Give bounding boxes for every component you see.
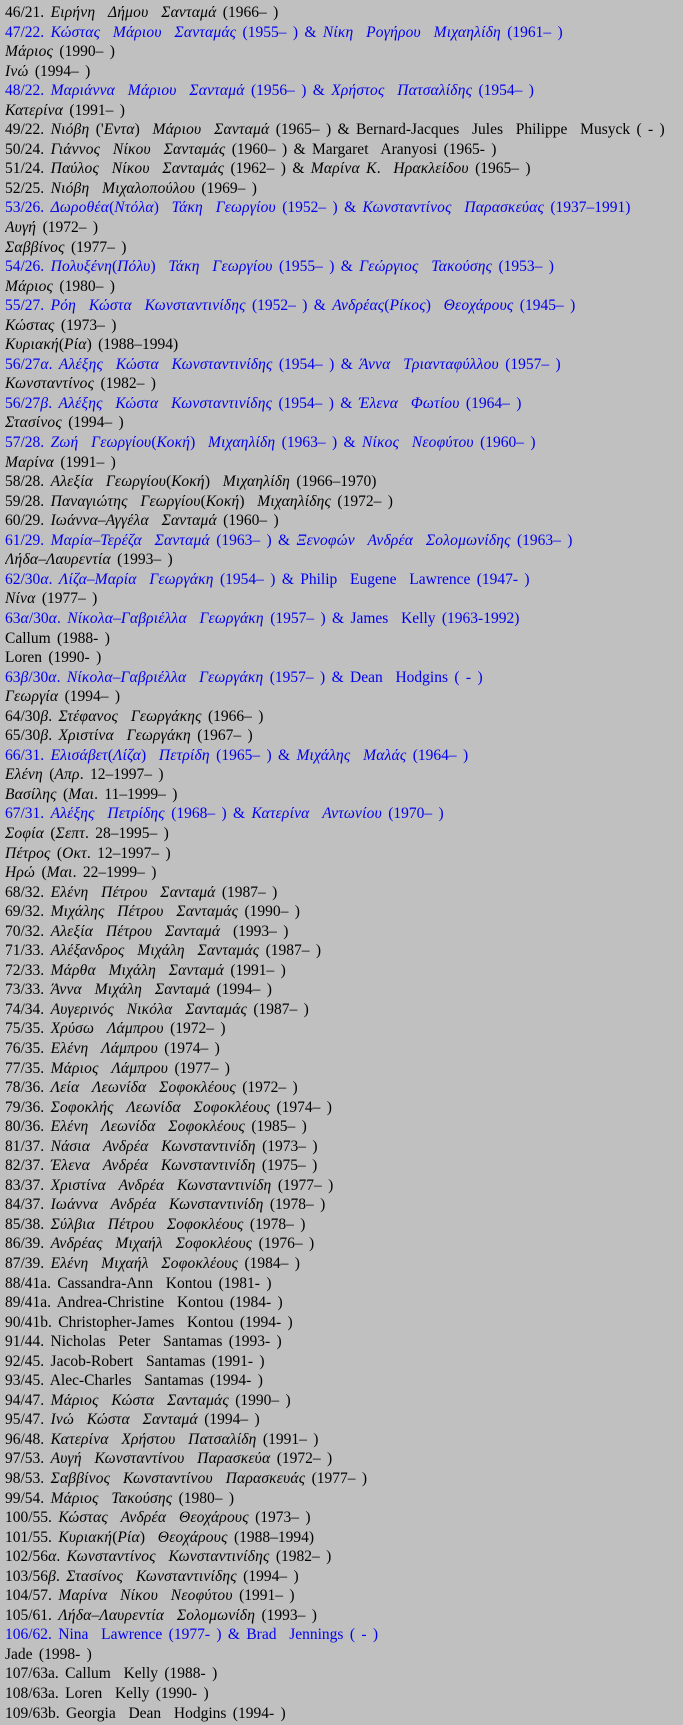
entry-line: Loren (1990- ) (5, 649, 102, 667)
entry-line: 80/36. Ελένη Λεωνίδα Σοφοκλέους (1985– ) (5, 1118, 307, 1136)
entry-line: 73/33. Άννα Μιχάλη Σανταμά (1994– ) (5, 981, 272, 999)
entry-line: 107/63a. Callum Kelly (1988- ) (5, 1665, 218, 1683)
entry-line: 46/21. Ειρήνη Δήμου Σανταμά (1966– ) (5, 4, 279, 21)
entry-line: Μάριος (1980– ) (5, 277, 115, 295)
entry-line: Κωνσταντίνος (1982– ) (5, 375, 156, 393)
entry-line: 50/24. Γιάννος Νίκου Σανταμάς (1960– ) &… (5, 140, 497, 158)
entry-line: 71/33. Αλέξανδρος Μιχάλη Σανταμάς (1987–… (5, 942, 322, 960)
entry-line: 96/48. Κατερίνα Χρήστου Πατσαλίδη (1991–… (5, 1430, 319, 1448)
entry-line: 74/34. Αυγερινός Νικόλα Σανταμάς (1987– … (5, 1000, 309, 1018)
entry-line: Ηρώ (Μαι. 22–1999– ) (5, 864, 157, 882)
entry-line: Callum (1988- ) (5, 629, 110, 647)
entry-line: 76/35. Ελένη Λάμπρου (1974– ) (5, 1039, 220, 1057)
entry-line-link[interactable]: 56/27β. Αλέξης Κώστα Κωνσταντινίδης (195… (5, 394, 522, 412)
entry-line-link[interactable]: 55/27. Ρόη Κώστα Κωνσταντινίδης (1952– )… (5, 297, 576, 315)
entry-line: Νίνα (1977– ) (5, 590, 98, 608)
entry-line: 95/47. Ινώ Κώστα Σανταμά (1994– ) (5, 1411, 260, 1429)
entry-line: Jade (1998- ) (5, 1645, 92, 1663)
entry-line: 86/39. Ανδρέας Μιχαήλ Σοφοκλέους (1976– … (5, 1235, 315, 1253)
entry-line: 97/53. Αυγή Κωνσταντίνου Παρασκεύα (1972… (5, 1450, 333, 1468)
entry-line: 72/33. Μάρθα Μιχάλη Σανταμά (1991– ) (5, 961, 286, 979)
entry-line: 98/53. Σαββίνος Κωνσταντίνου Παρασκευάς … (5, 1470, 368, 1488)
entry-line-link[interactable]: 106/62. Nina Lawrence (1977- ) & Brad Je… (5, 1626, 379, 1644)
entry-line: 103/56β. Στασίνος Κωνσταντινίδης (1994– … (5, 1567, 299, 1585)
entry-line: Ινώ (1994– ) (5, 62, 91, 80)
entry-line: Ελένη (Απρ. 12–1997– ) (5, 766, 164, 784)
entry-line: 83/37. Χριστίνα Ανδρέα Κωνσταντινίδη (19… (5, 1176, 334, 1194)
entry-line: Μαρίνα (1991– ) (5, 453, 116, 471)
entry-line: 52/25. Νιόβη Μιχαλοπούλου (1969– ) (5, 179, 257, 197)
entry-line: 84/37. Ιωάννα Ανδρέα Κωνσταντινίδη (1978… (5, 1196, 326, 1214)
entry-line: 81/37. Νάσια Ανδρέα Κωνσταντινίδη (1973–… (5, 1137, 318, 1155)
entry-line: Σοφία (Σεπτ. 28–1995– ) (5, 824, 169, 842)
entry-line: 99/54. Μάριος Τακούσης (1980– ) (5, 1489, 235, 1507)
entry-line: Σαββίνος (1977– ) (5, 238, 127, 256)
entry-line-link[interactable]: 62/30α. Λίζα–Μαρία Γεωργάκη (1954– ) & P… (5, 570, 530, 588)
entry-line: Λήδα–Λαυρεντία (1993– ) (5, 551, 173, 569)
entry-line: 51/24. Παύλος Νίκου Σανταμάς (1962– ) & … (5, 160, 531, 178)
entry-line: 101/55. Κυριακή(Ρία) Θεοχάρους (1988–199… (5, 1528, 315, 1546)
entry-line: 88/41a. Cassandra-Ann Kontou (1981- ) (5, 1274, 272, 1292)
entry-line: 105/61. Λήδα–Λαυρεντία Σολομωνίδη (1993–… (5, 1606, 317, 1624)
entry-line: 87/39. Ελένη Μιχαήλ Σοφοκλέους (1984– ) (5, 1255, 300, 1272)
entry-line: 58/28. Αλεξία Γεωργίου(Κοκή) Μιχαηλίδη (… (5, 473, 377, 491)
entry-line-link[interactable]: 56/27α. Αλέξης Κώστα Κωνσταντινίδης (195… (5, 355, 561, 373)
entry-line: 94/47. Μάριος Κώστα Σανταμάς (1990– ) (5, 1391, 291, 1409)
entry-line-link[interactable]: 57/28. Ζωή Γεωργίου(Κοκή) Μιχαηλίδη (196… (5, 434, 536, 452)
entry-line: Γεωργία (1994– ) (5, 688, 121, 706)
entry-line: Στασίνος (1994– ) (5, 414, 124, 432)
entry-line: 77/35. Μάριος Λάμπρου (1977– ) (5, 1059, 230, 1077)
entry-line: 90/41b. Christopher-James Kontou (1994- … (5, 1313, 293, 1331)
entry-line: 60/29. Ιωάννα–Αγγέλα Σανταμά (1960– ) (5, 512, 279, 530)
entry-line: 108/63a. Loren Kelly (1990- ) (5, 1685, 209, 1703)
entry-line-link[interactable]: 48/22. Μαριάννα Μάριου Σανταμά (1956– ) … (5, 82, 534, 100)
entry-line: Κυριακή(Ρία) (1988–1994) (5, 336, 179, 354)
entry-line: Πέτρος (Οκτ. 12–1997– ) (5, 844, 171, 862)
entry-line: Αυγή (1972– ) (5, 219, 99, 237)
entry-line: Βασίλης (Μαι. 11–1999– ) (5, 785, 178, 803)
entry-line: 70/32. Αλεξία Πέτρου Σανταμά (1993– ) (5, 922, 289, 940)
entry-line: 65/30β. Χριστίνα Γεωργάκη (1967– ) (5, 727, 253, 745)
entry-line-link[interactable]: 63β/30α. Νίκολα–Γαβριέλλα Γεωργάκη (1957… (5, 668, 483, 686)
entry-line: 69/32. Μιχάλης Πέτρου Σανταμάς (1990– ) (5, 903, 300, 921)
entry-line-link[interactable]: 54/26. Πολυξένη(Πόλυ) Τάκη Γεωργίου (195… (5, 258, 554, 276)
entry-line: Κώστας (1973– ) (5, 316, 117, 334)
entry-line-link[interactable]: 61/29. Μαρία–Τερέζα Σανταμά (1963– ) & Ξ… (5, 531, 573, 549)
entry-line: 93/45. Alec-Charles Santamas (1994- ) (5, 1372, 263, 1390)
entry-line: 104/57. Μαρίνα Νίκου Νεοφύτου (1991– ) (5, 1587, 295, 1605)
entry-line: 100/55. Κώστας Ανδρέα Θεοχάρους (1973– ) (5, 1509, 311, 1527)
entry-line: 85/38. Σύλβια Πέτρου Σοφοκλέους (1978– ) (5, 1215, 306, 1233)
entry-line-link[interactable]: 47/22. Κώστας Μάριου Σανταμάς (1955– ) &… (5, 23, 563, 41)
entry-line: 109/63b. Georgia Dean Hodgins (1994- ) (5, 1704, 286, 1722)
entry-line: 64/30β. Στέφανος Γεωργάκης (1966– ) (5, 707, 264, 725)
entry-line: 89/41a. Andrea-Christine Kontou (1984- ) (5, 1294, 283, 1312)
entry-line: 78/36. Λεία Λεωνίδα Σοφοκλέους (1972– ) (5, 1079, 298, 1097)
entry-line: 82/37. Έλενα Ανδρέα Κωνσταντινίδη (1975–… (5, 1157, 318, 1175)
entry-line: 91/44. Nicholas Peter Santamas (1993- ) (5, 1333, 282, 1351)
entry-line-link[interactable]: 67/31. Αλέξης Πετρίδης (1968– ) & Κατερί… (5, 805, 444, 823)
entry-line: 59/28. Παναγιώτης Γεωργίου(Κοκή) Μιχαηλί… (5, 492, 393, 510)
entry-line-link[interactable]: 53/26. Δωροθέα(Ντόλα) Τάκη Γεωργίου (195… (5, 199, 631, 217)
entry-line: 75/35. Χρύσω Λάμπρου (1972– ) (5, 1020, 226, 1038)
entry-line-link[interactable]: 66/31. Ελισάβετ(Λίζα) Πετρίδη (1965– ) &… (5, 746, 469, 764)
entry-line: 79/36. Σοφοκλής Λεωνίδα Σοφοκλέους (1974… (5, 1098, 332, 1116)
entry-line: Κατερίνα (1991– ) (5, 101, 125, 119)
entry-line: Μάριος (1990– ) (5, 43, 115, 61)
entry-line: 92/45. Jacob-Robert Santamas (1991- ) (5, 1352, 265, 1370)
entry-line-link[interactable]: 63α/30α. Νίκολα–Γαβριέλλα Γεωργάκη (1957… (5, 609, 520, 627)
entry-line: 49/22. Νιόβη ('Εντα) Μάριου Σανταμά (196… (5, 121, 665, 139)
entry-line: 102/56α. Κωνσταντίνος Κωνσταντινίδης (19… (5, 1548, 332, 1566)
entry-line: 68/32. Ελένη Πέτρου Σανταμά (1987– ) (5, 883, 278, 901)
